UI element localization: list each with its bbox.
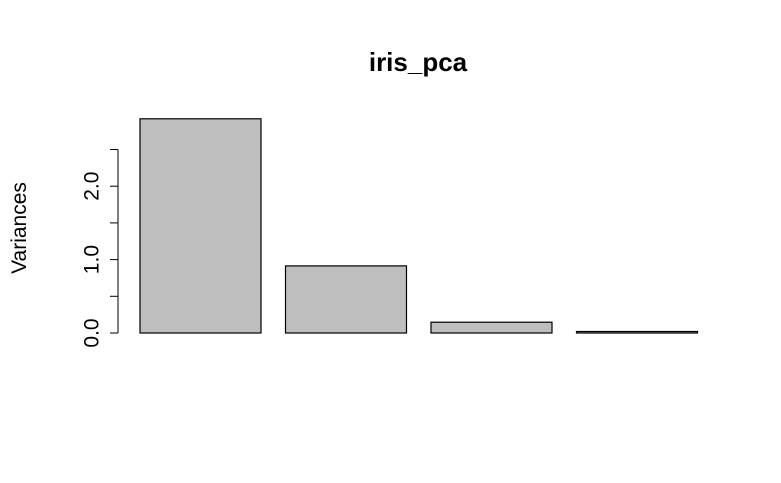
bar-2 — [284, 265, 408, 334]
y-tick-label: 2.0 — [80, 172, 103, 201]
bar-1 — [139, 118, 262, 334]
chart-title: iris_pca — [369, 47, 468, 77]
y-axis: 0.0 1.0 2.0 — [80, 149, 119, 348]
bar-4 — [575, 330, 699, 334]
y-tick-label: 1.0 — [80, 245, 103, 274]
bars-group — [139, 118, 699, 334]
y-axis-label: Variances — [8, 182, 31, 274]
y-tick-label: 0.0 — [80, 318, 103, 347]
bar-3 — [430, 321, 553, 334]
